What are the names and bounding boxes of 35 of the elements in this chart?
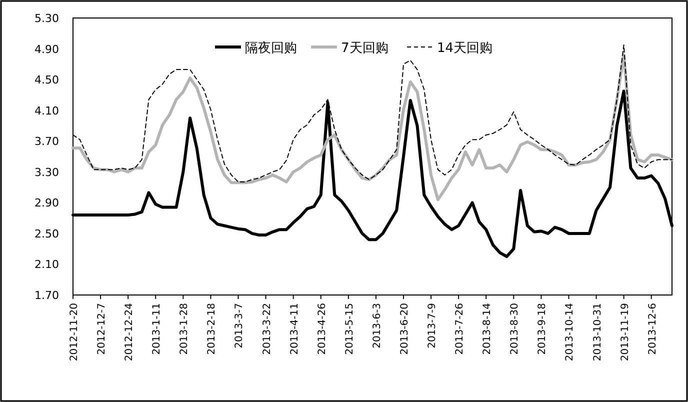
x-tick-label: 2012-12-7 — [96, 303, 108, 355]
y-tick-label: 3.30 — [34, 166, 59, 179]
x-tick-label: 2013-12-6 — [647, 303, 658, 355]
x-tick-label: 2013-7-9 — [427, 303, 438, 348]
x-tick-label: 2013-11-19 — [620, 303, 631, 362]
legend-label: 隔夜回购 — [245, 40, 297, 56]
x-tick-label: 2013-8-30 — [510, 303, 521, 355]
x-tick-label: 2013-1-28 — [179, 303, 190, 355]
y-tick-label: 4.10 — [34, 104, 59, 118]
y-tick-label: 4.50 — [34, 74, 59, 87]
y-tick-label: 4.90 — [34, 42, 59, 56]
x-tick-label: 2013-4-26 — [316, 303, 328, 355]
x-tick-label: 2013-10-14 — [564, 303, 576, 362]
x-tick-label: 2013-5-15 — [344, 303, 356, 355]
x-tick-label: 2013-2-18 — [206, 303, 218, 355]
x-tick-label: 2013-3-7 — [234, 303, 246, 348]
x-tick-label: 2013-10-31 — [592, 303, 604, 362]
legend-label: 7天回购 — [341, 41, 388, 56]
x-tick-label: 2012-11-20 — [69, 303, 80, 362]
x-tick-label: 2013-6-3 — [372, 303, 383, 348]
y-tick-label: 2.50 — [34, 227, 59, 240]
x-tick-label: 2013-4-11 — [289, 303, 300, 355]
x-tick-label: 2013-8-14 — [482, 303, 494, 355]
x-tick-label: 2013-9-18 — [537, 303, 548, 355]
x-tick-label: 2013-7-26 — [454, 303, 466, 355]
x-tick-label: 2013-6-20 — [399, 303, 410, 355]
y-tick-label: 3.70 — [34, 135, 59, 148]
x-tick-label: 2013-3-22 — [262, 303, 273, 355]
x-tick-label: 2012-12-24 — [124, 303, 136, 362]
y-tick-label: 5.30 — [34, 12, 59, 25]
y-tick-label: 2.90 — [34, 196, 59, 210]
legend-label: 14天回购 — [437, 41, 493, 56]
y-tick-label: 2.10 — [34, 258, 59, 272]
y-tick-label: 1.70 — [34, 289, 59, 302]
x-tick-label: 2013-1-11 — [152, 303, 163, 355]
